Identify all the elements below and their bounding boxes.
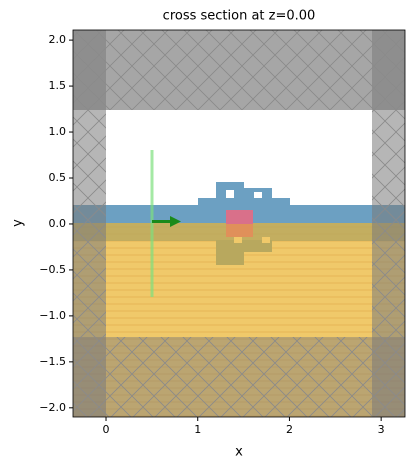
x-axis-label: x	[235, 445, 243, 460]
plot-area	[73, 30, 405, 417]
y-tick-label: 0.0	[49, 217, 67, 230]
y-tick-label: −1.0	[39, 309, 66, 322]
x-tick-label: 2	[286, 423, 293, 436]
y-axis-label: y	[11, 219, 26, 227]
x-tick-label: 3	[378, 423, 385, 436]
y-tick-label: 1.5	[49, 79, 67, 92]
y-tick-label: 2.0	[49, 33, 67, 46]
chart-title: cross section at z=0.00	[163, 9, 316, 24]
x-tick-label: 0	[103, 423, 110, 436]
y-tick-label: 0.5	[49, 171, 67, 184]
y-tick-label: −1.5	[39, 355, 66, 368]
y-tick-label: −0.5	[39, 263, 66, 276]
x-tick-label: 1	[194, 423, 201, 436]
y-tick-label: −2.0	[39, 401, 66, 414]
y-tick-label: 1.0	[49, 125, 67, 138]
